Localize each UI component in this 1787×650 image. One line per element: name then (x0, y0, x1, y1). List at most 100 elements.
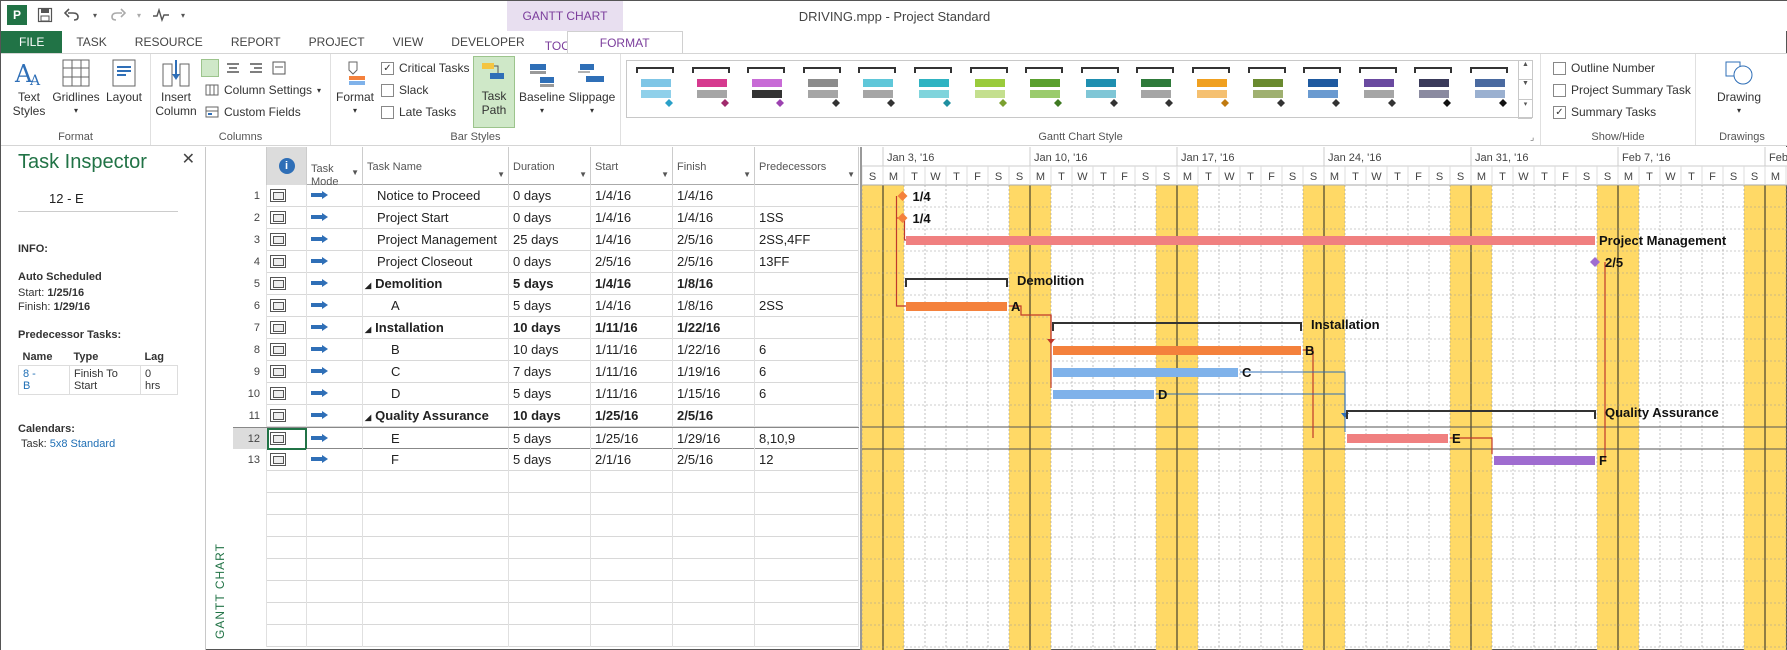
predecessors-cell[interactable] (755, 515, 859, 537)
duration-cell[interactable]: 0 days (509, 251, 591, 273)
table-row[interactable]: 12 E 5 days 1/25/16 1/29/16 8,10,9 (233, 427, 859, 450)
finish-cell[interactable]: 1/22/16 (673, 317, 755, 339)
task-name-cell[interactable] (363, 471, 509, 493)
table-row[interactable]: 8 B 10 days 1/11/16 1/22/16 6 (233, 339, 859, 361)
finish-cell[interactable]: 1/15/16 (673, 383, 755, 405)
finish-cell[interactable] (673, 537, 755, 559)
calendar-link[interactable]: 5x8 Standard (49, 438, 116, 450)
indicator-cell[interactable] (267, 251, 307, 273)
task-name-cell[interactable]: C (363, 361, 509, 383)
start-cell[interactable] (591, 493, 673, 515)
duration-cell[interactable]: 5 days (509, 273, 591, 295)
table-row[interactable]: 13 F 5 days 2/1/16 2/5/16 12 (233, 449, 859, 471)
finish-cell[interactable]: 2/5/16 (673, 449, 755, 471)
row-number[interactable]: 1 (233, 185, 267, 207)
row-number[interactable]: 9 (233, 361, 267, 383)
row-number[interactable]: 7 (233, 317, 267, 339)
finish-cell[interactable] (673, 625, 755, 647)
empty-row[interactable] (233, 581, 859, 603)
task-mode-cell[interactable] (307, 251, 363, 273)
duration-cell[interactable]: 5 days (509, 428, 591, 450)
indicator-cell[interactable] (267, 383, 307, 405)
table-row[interactable]: 1 Notice to Proceed 0 days 1/4/16 1/4/16 (233, 185, 859, 207)
predecessors-cell[interactable]: 2SS (755, 295, 859, 317)
start-cell[interactable]: 1/11/16 (591, 383, 673, 405)
slippage-button[interactable]: Slippage ▾ (567, 58, 617, 118)
table-row[interactable]: 5 ◢ Demolition 5 days 1/4/16 1/8/16 (233, 273, 859, 295)
task-mode-cell[interactable] (307, 185, 363, 207)
duration-cell[interactable] (509, 559, 591, 581)
start-cell[interactable]: 1/11/16 (591, 361, 673, 383)
indicator-cell[interactable] (267, 471, 307, 493)
redo-dropdown-icon[interactable]: ▾ (136, 10, 141, 20)
task-mode-cell[interactable] (307, 295, 363, 317)
row-number[interactable]: 8 (233, 339, 267, 361)
empty-row[interactable] (233, 471, 859, 493)
task-mode-header[interactable]: Task Mode ▼ (307, 147, 363, 188)
start-cell[interactable]: 1/4/16 (591, 295, 673, 317)
duration-cell[interactable] (509, 471, 591, 493)
project-summary-task-check[interactable] (1553, 83, 1566, 97)
finish-filter-icon[interactable]: ▼ (743, 170, 751, 179)
slack-check[interactable] (381, 83, 394, 97)
duration-cell[interactable] (509, 581, 591, 603)
indicators-header[interactable]: i (267, 147, 307, 185)
tab-report[interactable]: REPORT (230, 35, 281, 49)
duration-cell[interactable] (509, 515, 591, 537)
tab-file[interactable]: FILE (1, 31, 63, 53)
task-mode-cell[interactable] (307, 625, 363, 647)
indicator-cell[interactable] (267, 603, 307, 625)
start-cell[interactable]: 1/25/16 (591, 405, 673, 427)
task-name-header[interactable]: Task Name ▼ (363, 147, 509, 185)
late-tasks-check[interactable] (381, 105, 394, 119)
task-mode-cell[interactable] (307, 428, 363, 450)
indicator-cell[interactable] (267, 625, 307, 647)
task-name-cell[interactable]: Project Closeout (363, 251, 509, 273)
start-cell[interactable]: 1/11/16 (591, 317, 673, 339)
table-row[interactable]: 3 Project Management 25 days 1/4/16 2/5/16 2S… (233, 229, 859, 251)
pred-name-link[interactable]: 8 - B (18, 365, 70, 395)
gantt-style-swatch[interactable] (911, 65, 955, 113)
undo-icon[interactable] (63, 5, 83, 25)
table-row[interactable]: 2 Project Start 0 days 1/4/16 1/4/16 1SS (233, 207, 859, 229)
indicator-cell[interactable] (267, 405, 307, 427)
finish-cell[interactable]: 1/29/16 (673, 428, 755, 450)
start-cell[interactable] (591, 625, 673, 647)
task-name-cell[interactable] (363, 537, 509, 559)
indicator-cell[interactable] (267, 229, 307, 251)
start-cell[interactable]: 1/11/16 (591, 339, 673, 361)
indicator-cell[interactable] (267, 581, 307, 603)
late-tasks-checkbox[interactable]: Late Tasks (381, 102, 456, 122)
task-name-cell[interactable]: Notice to Proceed (363, 185, 509, 207)
duration-cell[interactable]: 10 days (509, 317, 591, 339)
predecessors-cell[interactable] (755, 405, 859, 427)
table-row[interactable]: 10 D 5 days 1/11/16 1/15/16 6 (233, 383, 859, 405)
task-name-cell[interactable] (363, 603, 509, 625)
task-name-cell[interactable]: ◢ Installation (363, 317, 509, 339)
finish-cell[interactable]: 2/5/16 (673, 251, 755, 273)
finish-cell[interactable]: 1/19/16 (673, 361, 755, 383)
table-row[interactable]: 6 A 5 days 1/4/16 1/8/16 2SS (233, 295, 859, 317)
gallery-launcher-icon[interactable]: ⌟ (1530, 132, 1535, 142)
gantt-style-swatch[interactable] (1133, 65, 1177, 113)
row-number[interactable]: 13 (233, 449, 267, 471)
finish-cell[interactable]: 1/4/16 (673, 207, 755, 229)
task-mode-cell[interactable] (307, 603, 363, 625)
slack-checkbox[interactable]: Slack (381, 80, 428, 100)
start-cell[interactable]: 1/4/16 (591, 229, 673, 251)
predecessors-cell[interactable] (755, 493, 859, 515)
row-number[interactable]: 11 (233, 405, 267, 427)
collapse-icon[interactable]: ◢ (365, 325, 372, 334)
predecessors-header[interactable]: Predecessors ▼ (755, 147, 859, 185)
summary-tasks-checkbox[interactable]: ✓ Summary Tasks (1553, 102, 1656, 122)
task-mode-filter-icon[interactable]: ▼ (351, 168, 359, 177)
indicator-cell[interactable] (267, 515, 307, 537)
gallery-down-icon[interactable]: ▼ (1519, 80, 1532, 100)
row-number[interactable]: 3 (233, 229, 267, 251)
task-mode-cell[interactable] (307, 383, 363, 405)
tab-project[interactable]: PROJECT (308, 35, 365, 49)
predecessors-filter-icon[interactable]: ▼ (847, 170, 855, 179)
table-row[interactable]: 7 ◢ Installation 10 days 1/11/16 1/22/16 (233, 317, 859, 339)
activity-icon[interactable] (151, 5, 171, 25)
duration-cell[interactable]: 0 days (509, 207, 591, 229)
